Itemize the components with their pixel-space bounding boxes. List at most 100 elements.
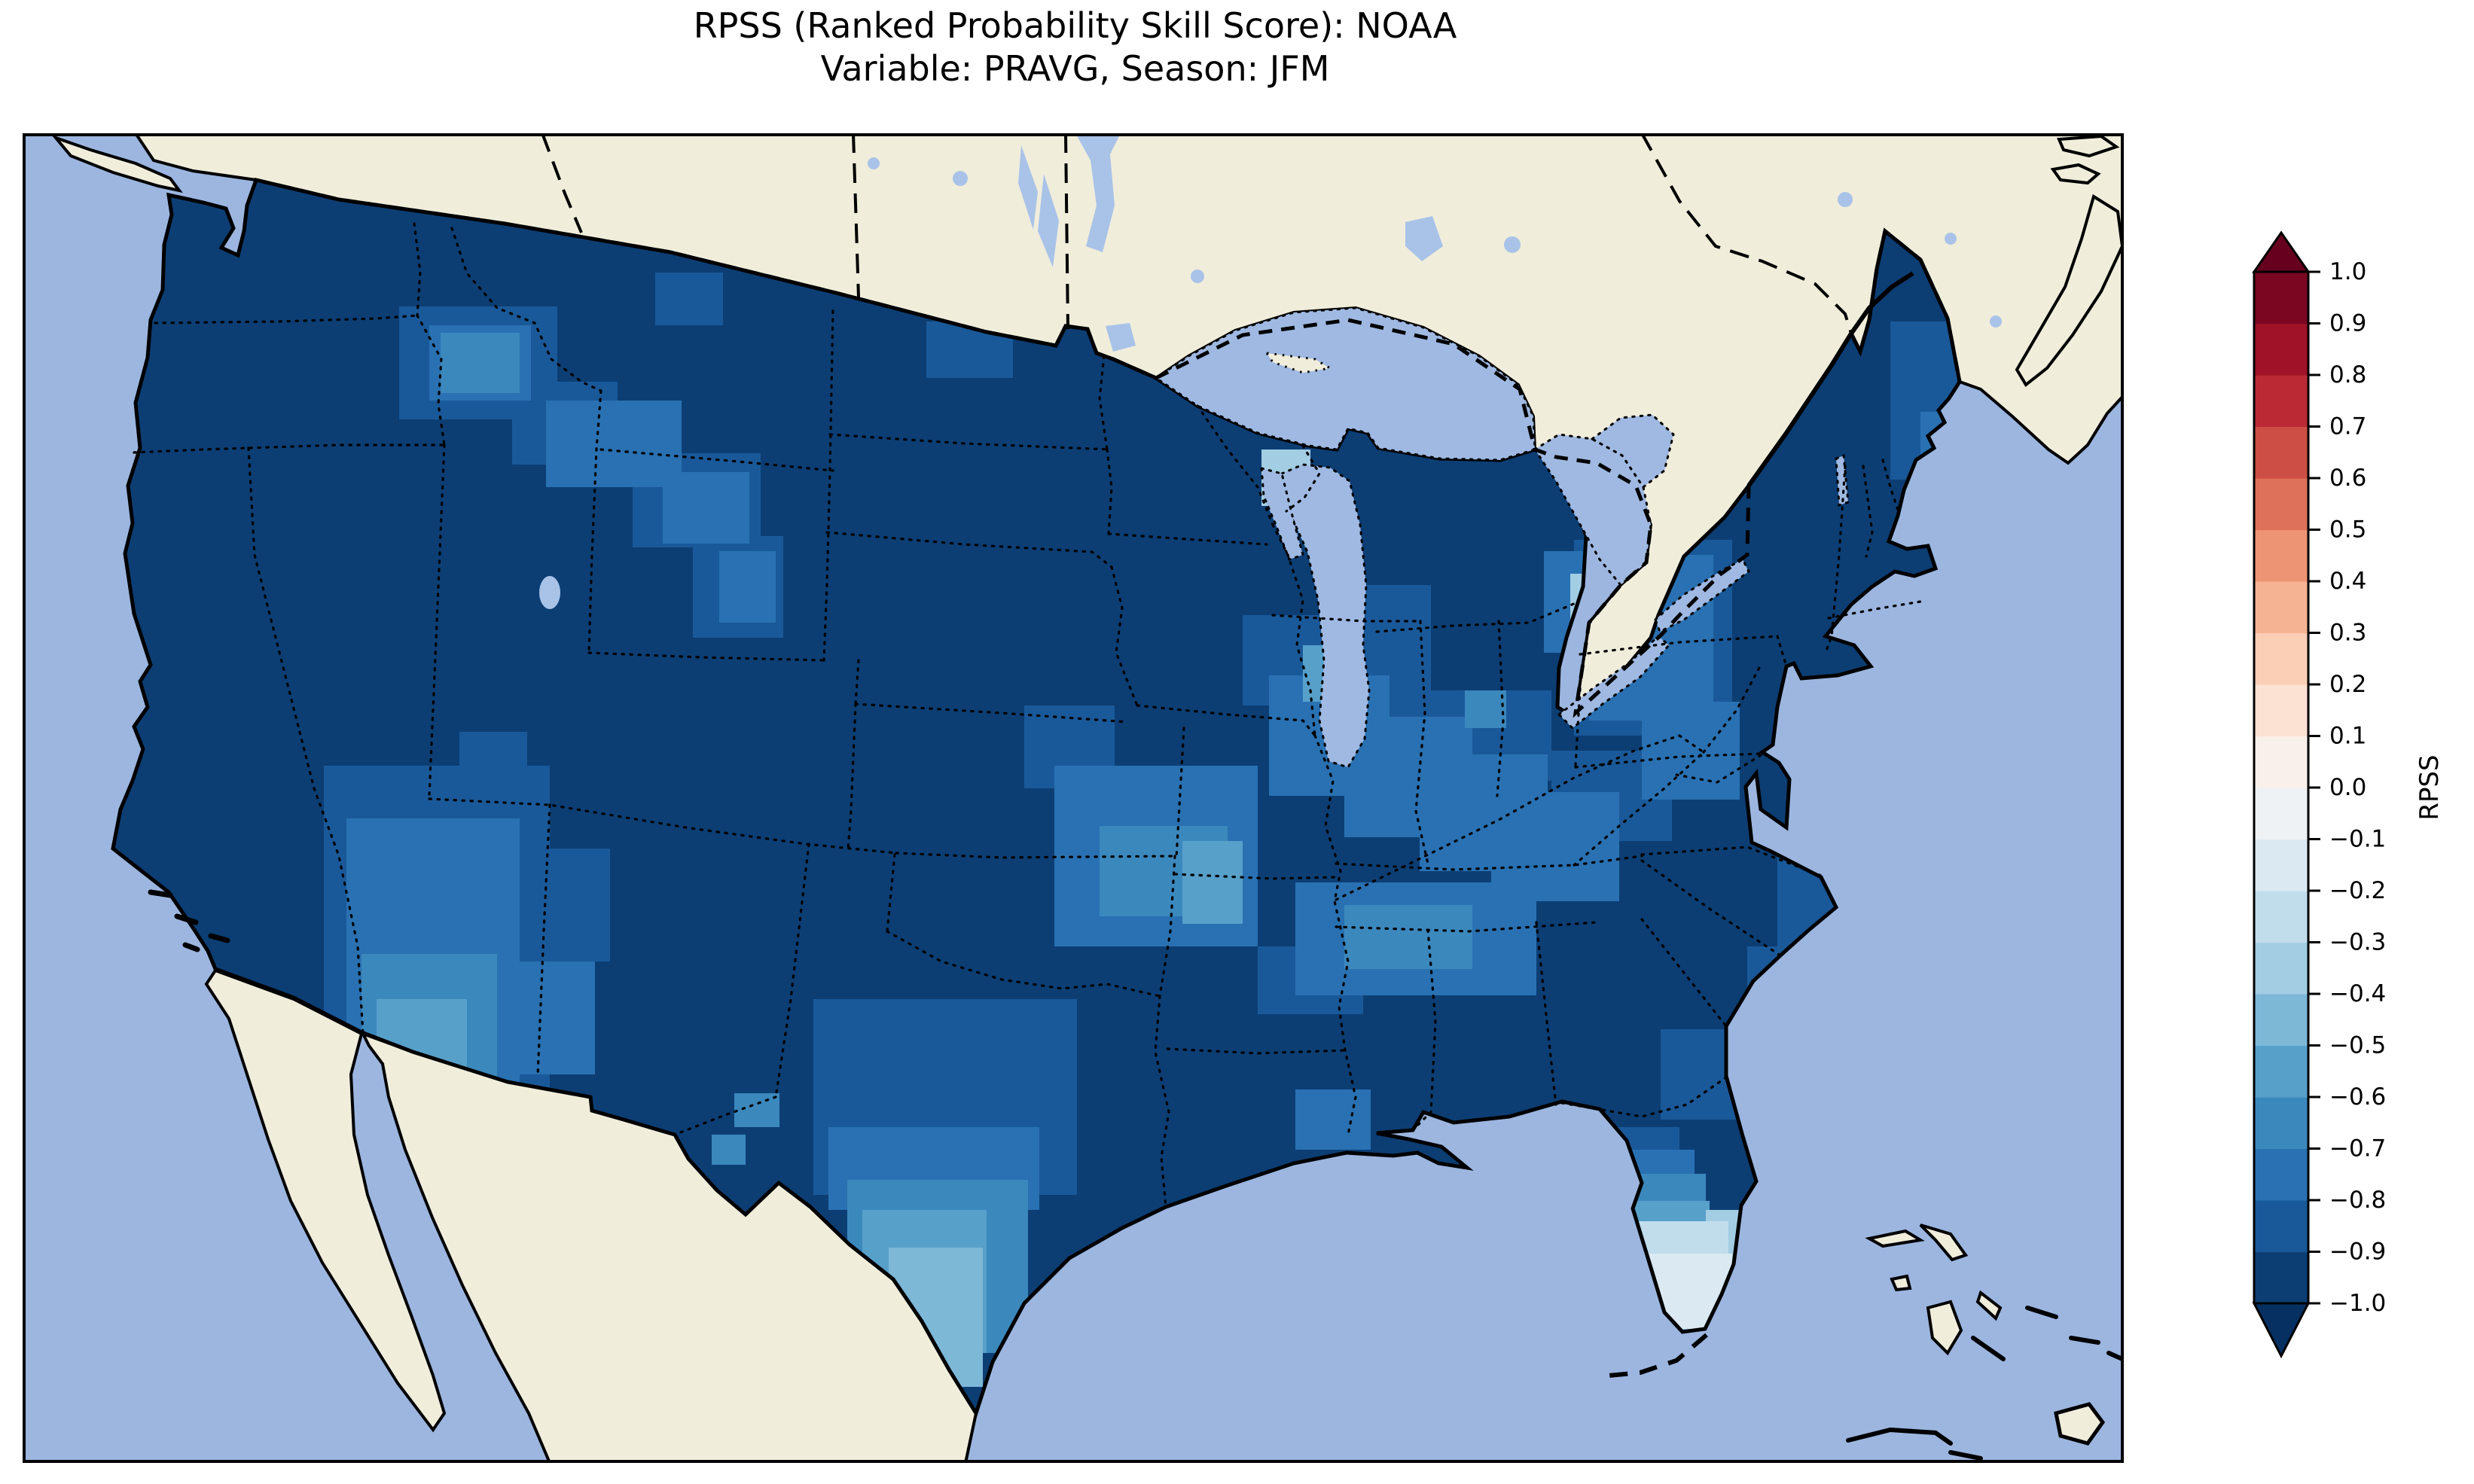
rpss-region-west-virginia <box>1642 702 1740 800</box>
rpss-region-texas-hill-spot-2 <box>712 1135 746 1165</box>
canada-small-lake-3 <box>1945 233 1957 245</box>
colorbar-tick-label-6: 0.4 <box>2329 568 2366 595</box>
colorbar-bin-0.6-0.7 <box>2254 426 2308 479</box>
state-border-54 <box>1574 752 1762 769</box>
green-bay <box>1260 467 1304 561</box>
channel-island-s3 <box>182 942 200 952</box>
colorbar-tick-label-0: 1.0 <box>2329 258 2366 285</box>
rpss-colorbar: 1.0 0.9 0.8 0.7 0.6 0.5 0.4 0.3 0.2 0.1 0.0 −0.1 −0.… <box>2252 230 2445 1359</box>
colorbar-tick-label-2: 0.8 <box>2329 361 2366 389</box>
island-abaco <box>1919 1223 1969 1262</box>
colorbar-bin-0.7-0.8 <box>2254 375 2308 428</box>
us-canada-border-2 <box>1849 227 1962 382</box>
us-rpss-map <box>23 133 2124 1463</box>
state-border-11 <box>825 531 1113 568</box>
isle-royale <box>1264 352 1334 374</box>
colorbar-tick-label-17: −0.7 <box>2329 1135 2386 1163</box>
channel-island-s1 <box>174 913 199 925</box>
island-grand-bahama <box>1865 1229 1925 1248</box>
colorbar-tick-label-20: −1.0 <box>2329 1290 2386 1317</box>
canada-small-lake-5 <box>868 157 880 169</box>
colorbar-axis-label: RPSS <box>2415 754 2445 820</box>
island-cuba-keys <box>1948 1450 1983 1461</box>
channel-island-m <box>148 889 173 898</box>
rpss-region-texas-hill-spot-1 <box>734 1093 779 1127</box>
rpss-region-montana-band-2 <box>663 472 749 544</box>
state-border-4 <box>450 227 602 392</box>
state-border-53 <box>1776 635 1788 668</box>
georgian-bay <box>1590 413 1675 489</box>
state-border-48 <box>1414 620 1429 865</box>
us-canada-border-0 <box>255 178 1158 380</box>
state-border-0 <box>154 314 419 325</box>
canada-small-lake-6 <box>1990 315 2002 328</box>
state-border-32 <box>1175 727 1185 859</box>
colorbar-tick-label-11: −0.1 <box>2329 826 2386 853</box>
state-border-22 <box>428 443 446 797</box>
state-border-61 <box>1285 444 1321 513</box>
colorbar-bin-0.2-0.3 <box>2254 632 2308 685</box>
colorbar-tick-label-7: 0.3 <box>2329 620 2366 647</box>
state-border-10 <box>1106 448 1113 535</box>
colorbar-bin--0.5--0.4 <box>2254 994 2308 1047</box>
state-border-2 <box>416 314 446 446</box>
colorbar-tick-label-14: −0.4 <box>2329 980 2386 1007</box>
colorbar-tick-label-16: −0.6 <box>2329 1083 2386 1111</box>
state-border-59 <box>1827 600 1922 620</box>
colorbar-over-arrow <box>2252 230 2311 273</box>
state-border-47 <box>1335 734 1705 901</box>
lake-of-the-woods <box>1106 323 1136 352</box>
colorbar-bin-0.1-0.2 <box>2254 684 2308 737</box>
state-border-49 <box>1271 614 1422 623</box>
lake-michigan <box>1277 463 1371 769</box>
state-border-34 <box>1313 734 1357 1136</box>
state-border-35 <box>1166 1047 1347 1055</box>
lake-winnipeg <box>1075 133 1121 252</box>
colorbar-bin-0.5-0.6 <box>2254 478 2308 531</box>
province-border-0 <box>852 133 860 298</box>
state-border-43 <box>1640 859 1782 957</box>
island-turks <box>2106 1351 2124 1361</box>
prince-edward-island <box>2050 163 2101 185</box>
florida-keys <box>1608 1333 1708 1378</box>
colorbar-tick-label-4: 0.6 <box>2329 465 2366 492</box>
state-border-41 <box>1560 1076 1728 1118</box>
rpss-region-missouri-light-core <box>1182 841 1243 924</box>
colorbar-tick-label-3: 0.7 <box>2329 413 2366 440</box>
state-border-1 <box>413 222 422 317</box>
state-border-9 <box>1098 355 1109 451</box>
state-border-50 <box>1496 620 1505 797</box>
state-border-12 <box>1107 532 1268 546</box>
colorbar-bin-0-0.1 <box>2254 736 2308 788</box>
island-hispaniola-north <box>2054 1402 2106 1446</box>
colorbar-bin-0.8-0.9 <box>2254 323 2308 376</box>
state-border-55 <box>1675 754 1762 784</box>
lake-winnipegosis <box>1018 145 1038 230</box>
rpss-region-utah-spot <box>459 732 527 800</box>
colorbar-tick-label-1: 0.9 <box>2329 310 2366 337</box>
state-border-42 <box>1640 918 1728 1028</box>
rpss-region-idaho-montana-core <box>441 333 520 393</box>
state-border-3 <box>133 443 446 454</box>
canada-small-lake-1 <box>1504 236 1521 253</box>
canada-small-lake-4 <box>953 171 968 186</box>
island-cay-1 <box>2025 1306 2058 1319</box>
state-border-15 <box>1110 565 1139 707</box>
state-border-31 <box>1158 855 1176 998</box>
state-border-6 <box>599 448 834 472</box>
lake-erie <box>1557 635 1671 730</box>
baja-california-peninsula <box>204 968 447 1433</box>
colorbar-tick-label-8: 0.2 <box>2329 671 2366 698</box>
gulf-st-lawrence-island <box>2057 134 2120 158</box>
chart-title-line-1: RPSS (Ranked Probability Skill Score): N… <box>693 5 1457 46</box>
colorbar-tick-label-5: 0.5 <box>2329 517 2366 544</box>
province-border-1 <box>1064 133 1069 330</box>
colorbar-bin--0.9--0.8 <box>2254 1200 2308 1253</box>
colorbar-bin--0.7--0.6 <box>2254 1097 2308 1150</box>
state-border-30 <box>1154 995 1170 1208</box>
rpss-region-west-new-mexico-halo <box>520 849 610 961</box>
rpss-region-louisiana-coast-spot <box>1295 1089 1371 1150</box>
map-frame <box>23 133 2124 1463</box>
canada-small-lake-2 <box>1838 192 1853 207</box>
state-border-57 <box>1862 465 1874 558</box>
